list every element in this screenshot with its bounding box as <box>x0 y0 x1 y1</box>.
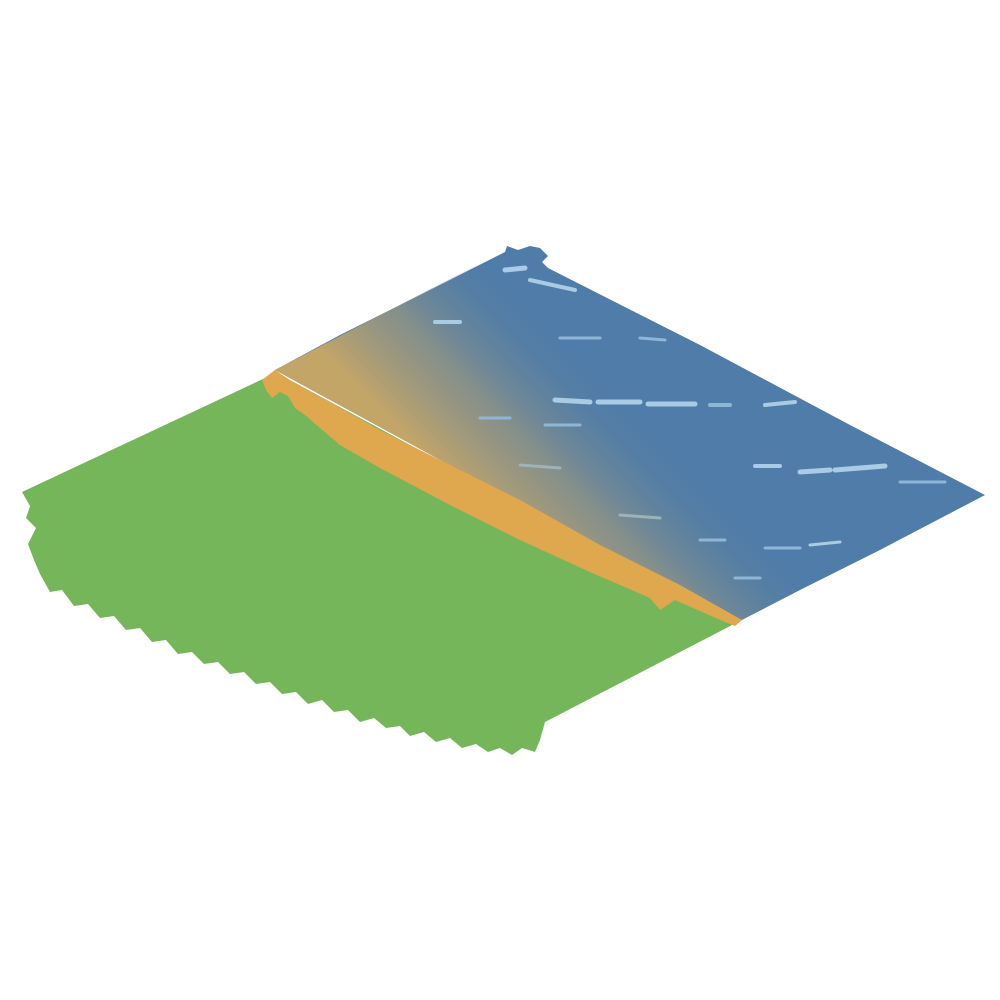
ripple <box>808 540 842 547</box>
grass-region <box>22 372 738 755</box>
sand-strip <box>262 370 742 626</box>
ripple <box>518 463 562 470</box>
ripple <box>528 278 577 292</box>
ripple <box>797 467 833 475</box>
ripple <box>763 400 797 407</box>
ripple <box>832 463 888 473</box>
ripple <box>638 336 667 342</box>
water-ripples <box>433 265 947 580</box>
ripple <box>552 397 593 405</box>
ripple <box>618 513 662 520</box>
ripple <box>502 265 528 273</box>
